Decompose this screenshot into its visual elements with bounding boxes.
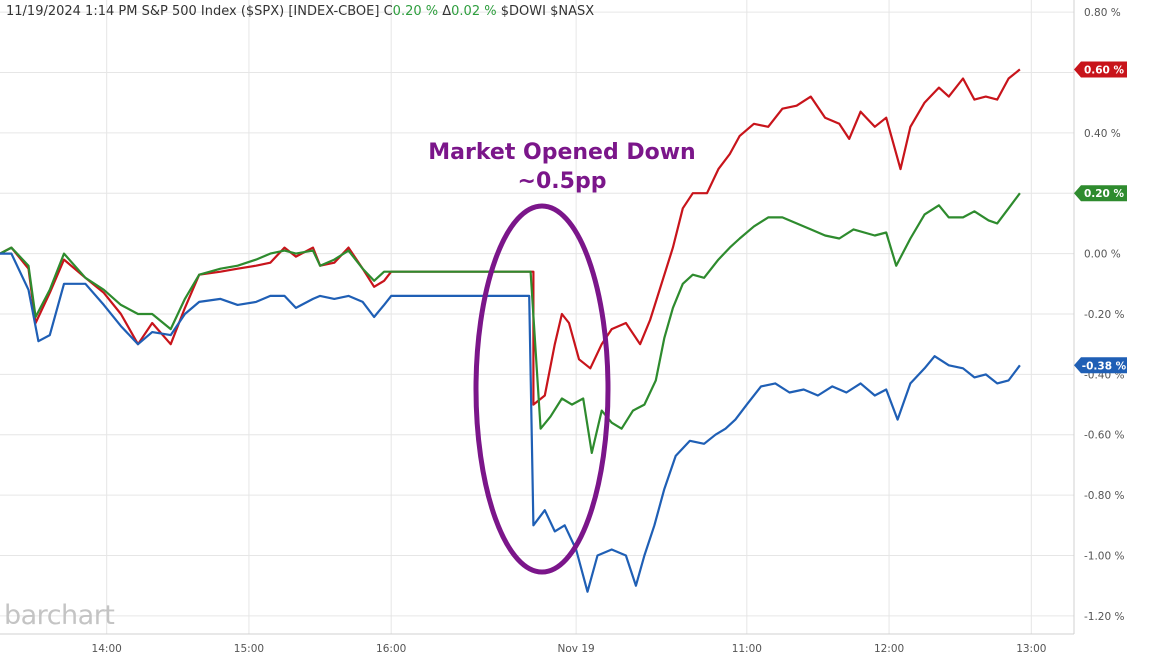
end-label-tag [1074, 61, 1127, 78]
annotation-line1: Market Opened Down [428, 140, 695, 165]
y-tick-label: -1.20 % [1084, 611, 1125, 623]
header-delta-value: 0.02 % [451, 4, 497, 19]
header-change-value: 0.20 % [392, 4, 439, 19]
end-label-tag [1074, 357, 1127, 374]
y-axis: 0.80 % 0.60 % 0.40 % 0.20 % 0.00 % -0.20 % -0.… [1084, 7, 1125, 623]
annotation-line2: ~0.5pp [518, 169, 607, 194]
annotation: Market Opened Down ~0.5pp [428, 140, 696, 575]
x-tick-label: 11:00 [732, 643, 762, 655]
end-label-spx: 0.20 % [1074, 185, 1127, 202]
plot-background [0, 0, 1074, 634]
series-line-spx [0, 192, 1021, 454]
end-label-text: 0.20 % [1084, 188, 1125, 200]
end-label-text: 0.60 % [1084, 64, 1125, 76]
end-label-tag [1074, 185, 1127, 202]
x-tick-label: Nov 19 [558, 643, 595, 655]
compare-symbol-dowi[interactable]: $DOWI [500, 4, 546, 19]
y-tick-label: 0.80 % [1084, 7, 1121, 19]
x-axis: 14:00 15:00 16:00 Nov 19 11:00 12:00 13:00 [92, 643, 1047, 655]
x-tick-label: 12:00 [874, 643, 904, 655]
header-delta-label: Δ [442, 4, 452, 19]
x-tick-label: 16:00 [376, 643, 406, 655]
series-line-nasx [0, 252, 1021, 593]
series-lines [0, 68, 1021, 593]
end-label-nasx: -0.38 % [1074, 357, 1127, 374]
header-datetime: 11/19/2024 1:14 PM [6, 4, 138, 19]
x-tick-label: 13:00 [1016, 643, 1046, 655]
barchart-logo: barchart [4, 600, 115, 631]
chart-header: 11/19/2024 1:14 PM S&P 500 Index ($SPX) … [6, 4, 594, 19]
header-change-label: C [383, 4, 393, 19]
y-tick-label: -0.80 % [1084, 490, 1125, 502]
end-label-text: -0.38 % [1082, 360, 1127, 372]
y-tick-label: -0.60 % [1084, 430, 1125, 442]
compare-symbol-nasx[interactable]: $NASX [550, 4, 595, 19]
y-tick-label: 0.00 % [1084, 249, 1121, 261]
y-tick-label: -1.00 % [1084, 551, 1125, 563]
y-tick-label: 0.40 % [1084, 128, 1121, 140]
x-tick-label: 14:00 [92, 643, 122, 655]
annotation-ellipse [473, 203, 611, 575]
header-symbol[interactable]: S&P 500 Index ($SPX) [INDEX-CBOE] [141, 4, 380, 19]
x-tick-label: 15:00 [234, 643, 264, 655]
series-end-labels: 0.60 % 0.20 % -0.38 % [1074, 61, 1127, 374]
end-label-dowi: 0.60 % [1074, 61, 1127, 78]
y-tick-label: -0.20 % [1084, 309, 1125, 321]
